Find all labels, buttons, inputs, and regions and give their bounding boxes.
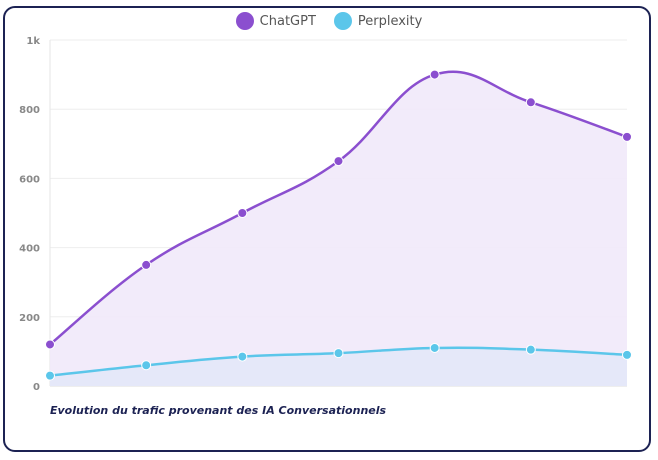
- legend-item-perplexity[interactable]: Perplexity: [333, 12, 423, 30]
- data-point-perplexity: [525, 344, 536, 355]
- chart-caption: Evolution du trafic provenant des IA Con…: [50, 404, 387, 417]
- data-point-chatgpt: [622, 131, 632, 142]
- y-tick-label: 200: [19, 313, 40, 324]
- legend-label-chatgpt: ChatGPT: [259, 13, 316, 29]
- y-tick-label: 400: [19, 244, 40, 255]
- data-point-perplexity: [237, 351, 248, 362]
- legend-label-perplexity: Perplexity: [357, 13, 423, 29]
- y-tick-label: 600: [19, 174, 40, 185]
- data-point-chatgpt: [525, 97, 536, 108]
- legend: ChatGPT Perplexity: [0, 12, 658, 30]
- data-point-perplexity: [45, 370, 55, 381]
- y-tick-label: 1k: [26, 36, 40, 47]
- legend-swatch-chatgpt: [235, 12, 254, 30]
- y-tick-label: 800: [19, 105, 40, 116]
- data-point-chatgpt: [333, 156, 344, 167]
- data-point-chatgpt: [45, 339, 55, 350]
- data-point-chatgpt: [141, 259, 152, 270]
- legend-swatch-perplexity: [333, 12, 352, 30]
- series-area-perplexity: [50, 347, 627, 386]
- data-point-perplexity: [333, 348, 344, 359]
- data-point-perplexity: [429, 342, 440, 353]
- data-point-perplexity: [141, 360, 152, 371]
- data-point-chatgpt: [237, 208, 248, 218]
- series-area-chatgpt: [50, 71, 627, 386]
- data-point-perplexity: [622, 349, 632, 360]
- data-point-chatgpt: [429, 69, 440, 80]
- legend-item-chatgpt[interactable]: ChatGPT: [235, 12, 316, 30]
- y-tick-label: 0: [33, 382, 40, 393]
